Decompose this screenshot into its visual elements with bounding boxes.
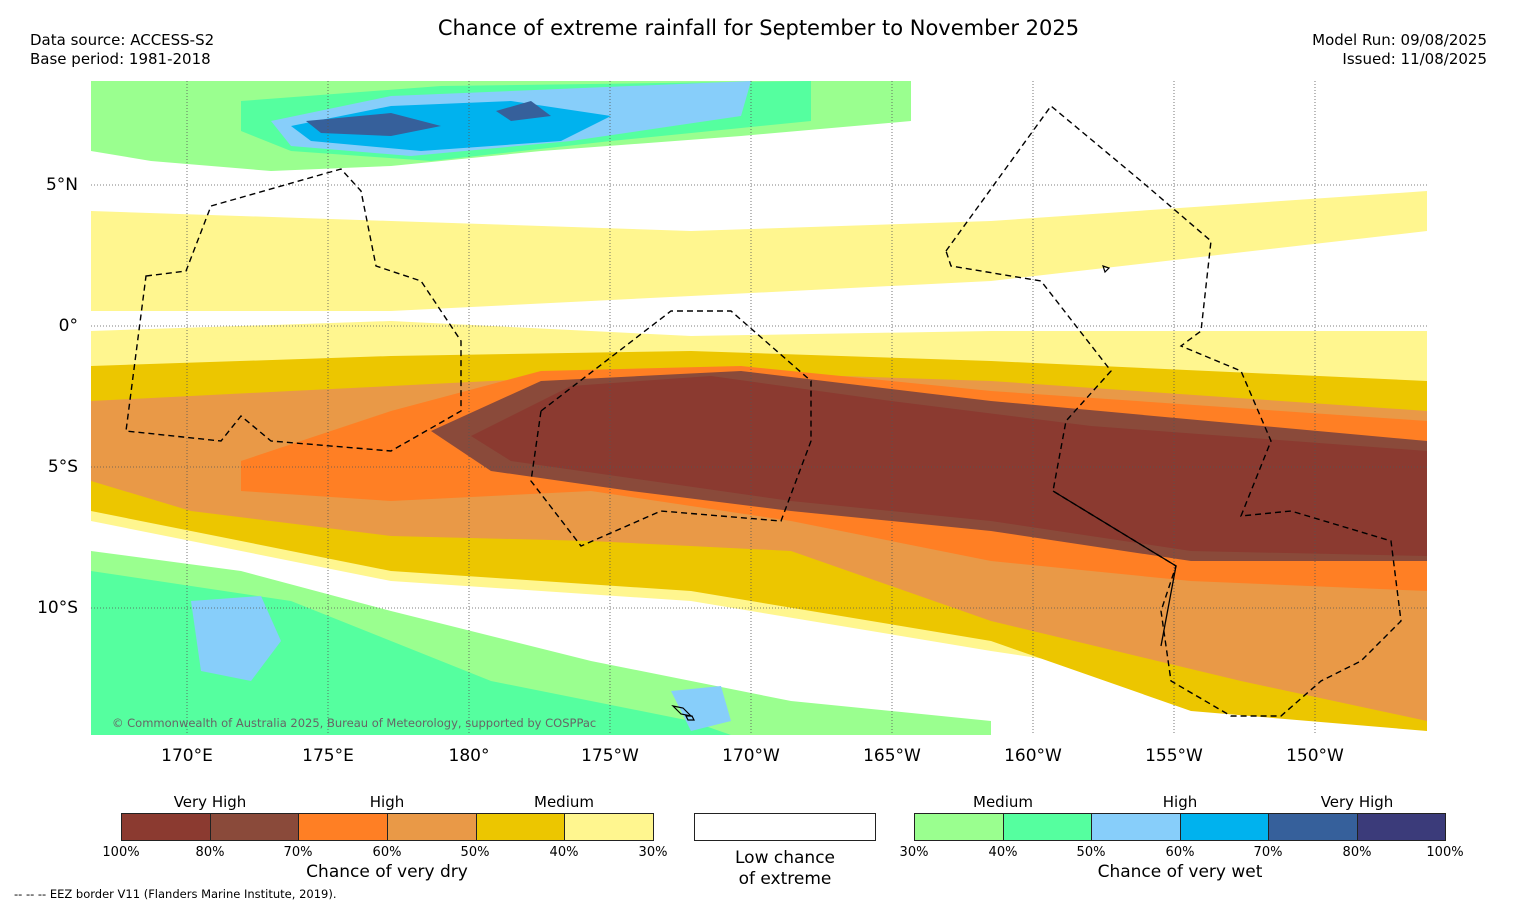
wet-swatch-2 bbox=[1003, 814, 1092, 840]
dry-swatch-4 bbox=[388, 814, 477, 840]
wet-swatch-6 bbox=[1357, 814, 1445, 840]
low-chance-caption: Low chance of extreme bbox=[694, 848, 876, 890]
dry-swatch-5 bbox=[476, 814, 566, 840]
dry-tick: 100% bbox=[102, 845, 140, 860]
dry-swatch-1 bbox=[122, 814, 211, 840]
base-period-text: Base period: 1981-2018 bbox=[30, 50, 211, 68]
dry-header-medium: Medium bbox=[534, 793, 594, 811]
eez-note: -- -- -- EEZ border V11 (Flanders Marine… bbox=[14, 887, 337, 901]
issued-text: Issued: 11/08/2025 bbox=[1342, 50, 1487, 68]
map-canvas bbox=[91, 81, 1427, 735]
lon-label-155w: 155°W bbox=[1145, 746, 1203, 766]
lat-label-10s: 10°S bbox=[37, 598, 78, 618]
wet-header-medium: Medium bbox=[973, 793, 1033, 811]
dry-tick: 70% bbox=[283, 845, 313, 860]
dry-caption: Chance of very dry bbox=[306, 862, 468, 882]
dry-header-very-high: Very High bbox=[173, 793, 247, 811]
lat-label-5n: 5°N bbox=[45, 175, 78, 195]
dry-tick: 80% bbox=[195, 845, 225, 860]
low-chance-swatch bbox=[694, 813, 876, 841]
lon-label-175w: 175°W bbox=[581, 746, 639, 766]
low-chance-line1: Low chance bbox=[735, 848, 835, 868]
data-source-text: Data source: ACCESS-S2 bbox=[30, 31, 215, 49]
wet-header-very-high: Very High bbox=[1320, 793, 1394, 811]
wet-tick: 80% bbox=[1342, 845, 1372, 860]
low-chance-line2: of extreme bbox=[738, 869, 832, 889]
lat-label-5s: 5°S bbox=[47, 457, 78, 477]
dry-tick: 50% bbox=[460, 845, 490, 860]
wet-caption: Chance of very wet bbox=[1097, 862, 1263, 882]
wet-swatch-5 bbox=[1269, 814, 1358, 840]
lon-label-160w: 160°W bbox=[1004, 746, 1062, 766]
run-info: Model Run: 09/08/2025 Issued: 11/08/2025 bbox=[1312, 31, 1487, 69]
dry-tick: 40% bbox=[549, 845, 579, 860]
lon-label-165w: 165°W bbox=[863, 746, 921, 766]
dry-colorbar bbox=[121, 813, 654, 841]
wet-header-high: High bbox=[1162, 793, 1198, 811]
lon-label-170w: 170°W bbox=[722, 746, 780, 766]
wet-colorbar bbox=[914, 813, 1446, 841]
wet-swatch-1 bbox=[915, 814, 1004, 840]
model-run-text: Model Run: 09/08/2025 bbox=[1312, 31, 1487, 49]
lat-label-0: 0° bbox=[58, 316, 78, 336]
dry-tick: 30% bbox=[638, 845, 668, 860]
wet-tick: 70% bbox=[1253, 845, 1283, 860]
lon-label-170e: 170°E bbox=[161, 746, 213, 766]
copyright-text: © Commonwealth of Australia 2025, Bureau… bbox=[112, 716, 597, 730]
dry-header-high: High bbox=[369, 793, 405, 811]
rainfall-map bbox=[91, 81, 1427, 735]
dry-swatch-3 bbox=[299, 814, 389, 840]
dry-tick: 60% bbox=[372, 845, 402, 860]
dry-swatch-6 bbox=[565, 814, 654, 840]
lon-label-175e: 175°E bbox=[302, 746, 354, 766]
wet-tick: 40% bbox=[988, 845, 1018, 860]
source-info: Data source: ACCESS-S2 Base period: 1981… bbox=[30, 31, 214, 69]
map-title: Chance of extreme rainfall for September… bbox=[437, 16, 1080, 40]
wet-tick: 100% bbox=[1426, 845, 1464, 860]
lon-label-180: 180° bbox=[448, 746, 490, 766]
dry-swatch-2 bbox=[210, 814, 300, 840]
wet-swatch-4 bbox=[1180, 814, 1269, 840]
wet-tick: 50% bbox=[1076, 845, 1106, 860]
wet-tick: 60% bbox=[1165, 845, 1195, 860]
lon-label-150w: 150°W bbox=[1286, 746, 1344, 766]
wet-tick: 30% bbox=[899, 845, 929, 860]
wet-swatch-3 bbox=[1092, 814, 1181, 840]
